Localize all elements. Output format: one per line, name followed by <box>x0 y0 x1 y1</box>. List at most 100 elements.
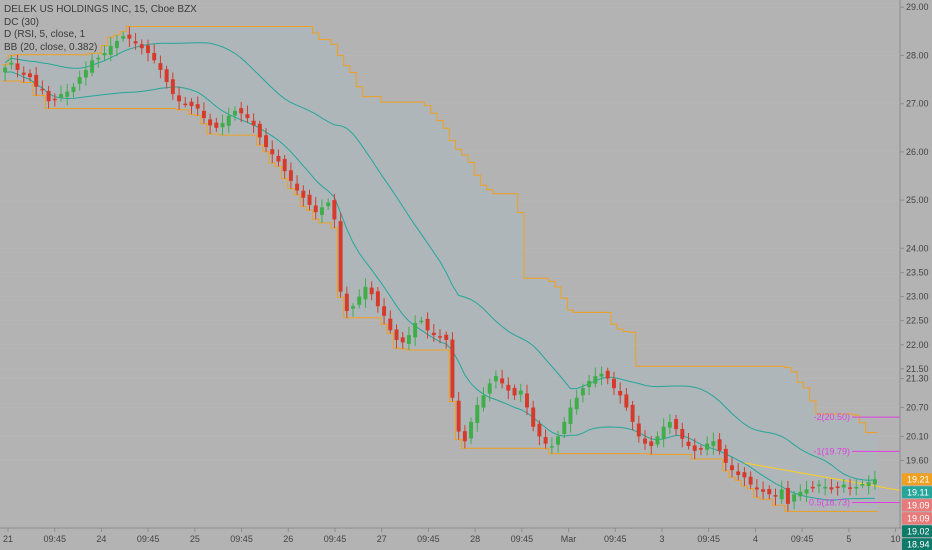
candle-body <box>518 390 523 395</box>
candle-body <box>270 149 275 155</box>
x-tick-label: 09:45 <box>511 534 534 544</box>
x-tick-label: 24 <box>96 534 106 544</box>
x-tick-label: 09:45 <box>604 534 627 544</box>
candle-body <box>872 479 877 485</box>
candle-body <box>158 63 163 70</box>
candle-body <box>469 421 474 439</box>
y-tick-label: 22.50 <box>906 316 929 326</box>
candle-body <box>15 63 20 70</box>
candle-body <box>866 482 871 486</box>
price-badge-label: 19.11 <box>907 487 929 497</box>
candle-body <box>114 40 119 48</box>
candle-body <box>96 57 101 60</box>
x-tick-label: 09:45 <box>43 534 66 544</box>
x-axis[interactable]: 21 09:45 24 09:45 25 09:45 26 09:45 27 09:45 28 09:… <box>3 528 901 544</box>
x-tick-label: 09:45 <box>697 534 720 544</box>
x-tick-label: 10 <box>891 534 901 544</box>
candle-body <box>413 323 418 338</box>
candle-body <box>587 380 592 387</box>
legend-rsi[interactable]: D (RSI, 5, close, 1 <box>4 29 86 40</box>
candle-body <box>146 45 150 54</box>
candle-body <box>537 423 542 437</box>
candle-body <box>382 306 387 316</box>
candle-body <box>792 494 797 502</box>
y-tick-label: 21.50 <box>906 364 929 374</box>
price-badge-label: 19.09 <box>907 500 930 510</box>
candle-body <box>568 407 573 424</box>
candle-body <box>170 79 175 95</box>
candle-body <box>201 110 206 119</box>
y-tick-label: 20.70 <box>906 402 929 412</box>
candle-body <box>363 286 368 300</box>
legend-dc[interactable]: DC (30) <box>4 16 40 28</box>
candle-body <box>21 72 26 75</box>
legend-bb[interactable]: BB (20, close, 0.382) <box>4 41 98 53</box>
candle-body <box>841 484 846 488</box>
candle-body <box>214 122 219 128</box>
candle-body <box>823 487 828 489</box>
candle-body <box>686 441 691 447</box>
candle-body <box>785 487 790 504</box>
candle-body <box>624 394 629 408</box>
candle-body <box>251 120 256 126</box>
candle-body <box>127 34 132 39</box>
price-badge-label: 19.02 <box>907 526 930 536</box>
y-axis[interactable]: 29.00 28.00 27.00 26.00 25.00 24.00 23.50 23.00… <box>900 2 929 465</box>
candle-body <box>65 91 70 97</box>
candle-body <box>177 95 182 102</box>
y-tick-label: 25.00 <box>906 195 929 205</box>
candle-body <box>655 436 660 445</box>
candle-body <box>3 67 8 73</box>
candle-body <box>556 436 561 445</box>
price-badge-label: 18.94 <box>907 539 930 549</box>
candle-body <box>369 287 374 295</box>
candle-body <box>848 487 853 489</box>
x-tick-label: 27 <box>377 534 387 544</box>
candle-body <box>195 104 200 109</box>
candle-body <box>580 388 585 396</box>
candle-body <box>164 69 169 82</box>
candle-body <box>295 183 300 191</box>
candle-body <box>189 101 194 107</box>
y-tick-label: 29.00 <box>906 2 929 12</box>
candle-body <box>307 194 312 205</box>
candle-body <box>462 431 467 442</box>
y-tick-label: 28.00 <box>906 50 929 60</box>
price-badge <box>902 499 932 512</box>
band-upper <box>4 42 875 481</box>
price-badge <box>902 538 932 550</box>
candle-body <box>829 487 834 490</box>
legend-symbol[interactable]: DELEK US HOLDINGS INC, 15, Cboe BZX <box>4 4 197 15</box>
candle-body <box>854 487 859 489</box>
price-badge <box>902 525 932 538</box>
candle-body <box>357 296 362 305</box>
candle-body <box>375 291 380 307</box>
x-tick-label: 09:45 <box>324 534 347 544</box>
candle-body <box>810 486 815 489</box>
candle-body <box>506 384 511 391</box>
candle-body <box>779 489 784 500</box>
candle-body <box>618 390 623 396</box>
y-tick-label: 26.00 <box>906 147 929 157</box>
candle-body <box>108 45 113 55</box>
candle-body <box>232 110 237 116</box>
candle-body <box>524 393 529 408</box>
x-tick-label: 4 <box>753 534 758 544</box>
channel-fill <box>2 26 878 512</box>
candle-body <box>419 320 424 323</box>
candle-body <box>264 135 269 148</box>
candle-body <box>711 441 716 447</box>
candle-body <box>674 419 679 430</box>
candle-body <box>326 202 331 207</box>
x-tick-label: 28 <box>470 534 480 544</box>
candle-body <box>493 376 498 382</box>
candle-body <box>183 103 188 106</box>
fib-label: -2(20.50) <box>813 412 850 422</box>
candle-body <box>133 41 138 44</box>
candle-body <box>773 495 778 497</box>
candle-body <box>816 484 821 487</box>
candle-body <box>34 74 39 87</box>
